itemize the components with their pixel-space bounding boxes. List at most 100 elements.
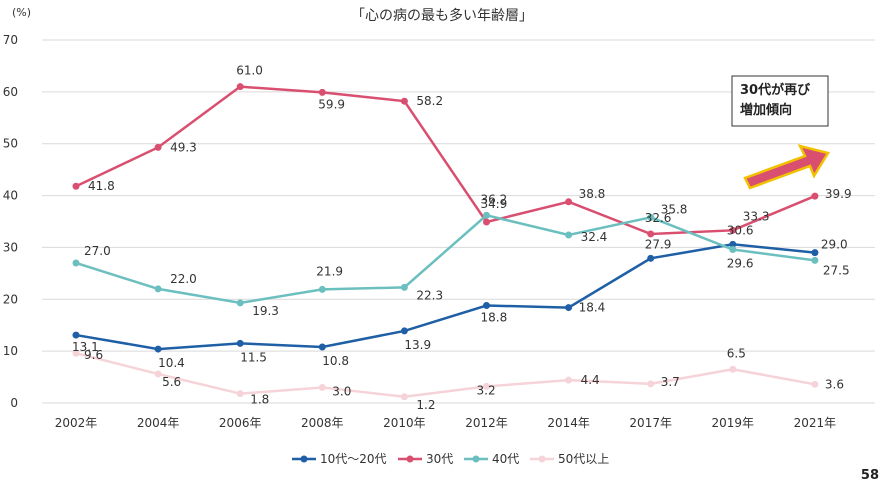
data-point [647,230,655,238]
y-tick-label: 10 [3,344,18,358]
data-point [236,83,244,91]
y-axis: 0 10 20 30 40 50 60 70 [3,33,18,410]
data-label: 36.2 [481,192,508,206]
data-point [72,349,80,357]
series-group [72,83,819,401]
data-label: 10.8 [322,354,349,368]
y-tick-label: 40 [3,189,18,203]
x-tick-label: 2010年 [383,416,426,430]
legend-label: 50代以上 [558,452,609,466]
data-point [154,345,162,353]
data-point [729,246,737,254]
data-label: 11.5 [240,350,267,364]
x-tick-label: 2006年 [219,416,262,430]
series-line [75,213,816,305]
data-point [154,285,162,293]
series-line [75,352,816,399]
data-point [400,283,408,291]
legend-marker [472,455,480,463]
data-point [318,343,326,351]
data-label: 13.1 [72,340,99,354]
data-label: 35.8 [661,202,688,216]
legend: 10代〜20代 30代 40代 50代以上 [292,452,609,466]
x-tick-label: 2014年 [547,416,590,430]
data-point [483,302,490,310]
data-label: 38.8 [579,187,606,201]
upward-arrow-icon [743,144,830,190]
y-tick-label: 30 [3,240,18,254]
chart-title: 「心の病の最も多い年齢層」 [351,7,533,24]
data-label: 1.8 [250,393,269,407]
data-label: 39.9 [825,187,852,201]
legend-label: 40代 [492,452,519,466]
y-tick-label: 0 [10,396,18,410]
data-point [483,218,490,226]
data-label: 58.2 [416,94,443,108]
x-tick-label: 2012年 [465,416,508,430]
legend-marker [406,455,414,463]
data-label: 33.3 [743,209,770,223]
data-label: 32.4 [581,230,608,244]
data-label: 59.9 [318,97,345,111]
data-point [729,365,737,373]
data-label: 3.2 [477,383,496,397]
data-label: 19.3 [252,304,279,318]
annotation-line-1: 30代が再び [740,82,811,98]
gridlines [42,39,875,404]
data-label: 49.3 [170,140,197,154]
data-point [565,376,573,384]
data-point [318,88,326,96]
data-point [565,198,573,206]
data-label: 22.0 [170,272,197,286]
data-label: 1.2 [416,398,435,412]
data-label: 5.6 [162,375,181,389]
data-point [565,231,573,239]
data-label: 27.0 [84,244,111,258]
data-point [154,370,162,378]
data-label: 30.6 [727,223,754,237]
data-label: 13.9 [404,338,431,352]
series-line [75,85,816,236]
x-axis: 2002年 2004年 2006年 2008年 2010年 2012年 2014年 2017年… [55,416,836,430]
data-label: 4.4 [581,373,600,387]
legend-marker [538,455,546,463]
data-label: 3.7 [661,375,680,389]
x-tick-label: 2021年 [794,416,837,430]
annotation-box [731,75,829,127]
x-tick-label: 2008年 [301,416,344,430]
data-point [729,240,737,248]
data-label: 9.6 [84,348,103,362]
data-point [565,304,573,312]
data-point [400,393,408,401]
data-label: 32.6 [645,211,672,225]
data-label: 18.8 [481,311,508,325]
data-point [72,331,80,339]
data-point [647,380,655,388]
x-tick-label: 2002年 [55,416,98,430]
data-label: 27.9 [645,237,672,251]
legend-label: 10代〜20代 [320,452,387,466]
data-label: 22.3 [416,288,443,302]
y-tick-label: 20 [3,292,18,306]
data-point [154,143,162,151]
data-point [811,249,819,257]
legend-label: 30代 [426,452,453,466]
x-tick-label: 2019年 [712,416,755,430]
y-tick-label: 70 [3,33,18,47]
page-number: 58 [860,468,879,483]
data-labels: 13.1 10.4 11.5 10.8 13.9 18.8 18.4 27.9 30.6 29.0… [72,64,852,412]
data-label: 3.0 [332,384,351,398]
series-line [75,243,816,351]
legend-marker [300,455,308,463]
data-point [400,97,408,105]
y-axis-unit-label: (%) [12,6,31,19]
data-label: 3.6 [825,377,844,391]
data-label: 41.8 [88,179,115,193]
data-point [729,226,737,234]
data-label: 6.5 [727,346,746,360]
data-point [811,256,819,264]
data-point [236,339,244,347]
x-tick-label: 2004年 [137,416,180,430]
data-label: 29.6 [727,257,754,271]
